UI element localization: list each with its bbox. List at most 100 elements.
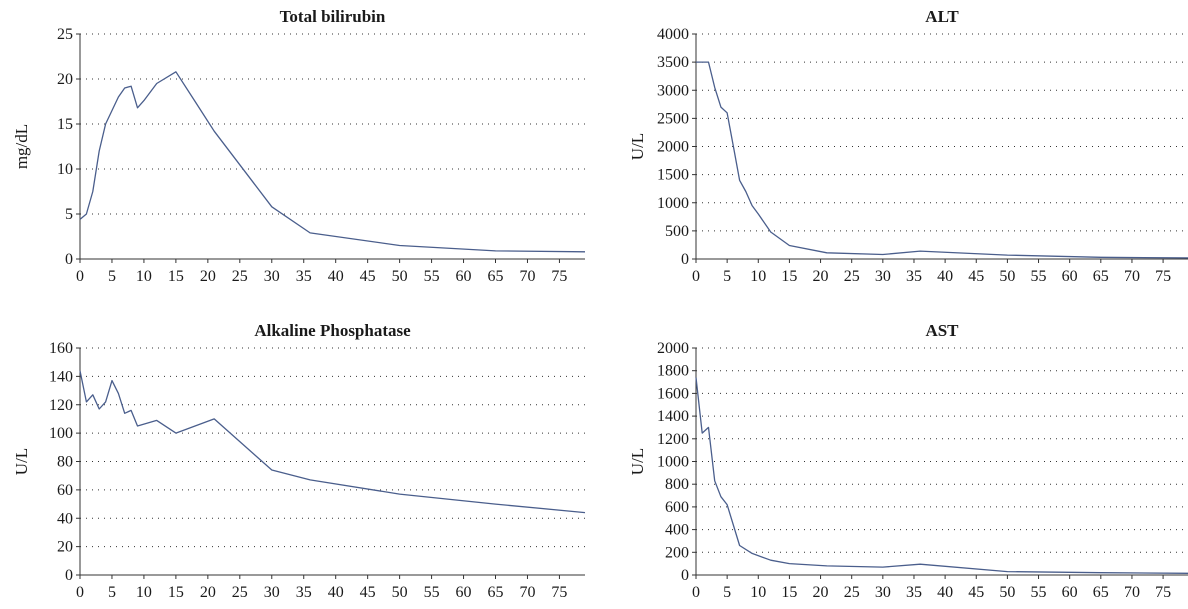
- alt-x-tick-label: 15: [781, 268, 797, 285]
- alt-y-tick-label: 1000: [657, 195, 689, 212]
- alp-y-tick-label: 60: [57, 482, 73, 499]
- alt-x-tick-label: 25: [844, 268, 860, 285]
- alt-x-tick-label: 30: [875, 268, 891, 285]
- bilirubin-x-tick-label: 30: [264, 268, 280, 285]
- alt-x-tick-label: 5: [723, 268, 731, 285]
- bilirubin-x-tick-label: 60: [456, 268, 472, 285]
- alp-x-tick-label: 45: [360, 584, 376, 601]
- bilirubin-y-tick-label: 5: [65, 206, 73, 223]
- alp-y-axis-label: U/L: [12, 448, 31, 475]
- alt-y-tick-label: 1500: [657, 167, 689, 184]
- alp-y-tick-label: 20: [57, 539, 73, 556]
- alp-x-tick-label: 65: [488, 584, 504, 601]
- alt-chart: ALT 0 500 1000 1500 2000 2500 3000 3500 4000 0 5 10 1…: [628, 7, 1188, 285]
- bilirubin-x-tick-label: 70: [519, 268, 535, 285]
- alt-y-axis-label: U/L: [628, 133, 647, 160]
- bilirubin-y-tick-label: 10: [57, 161, 73, 178]
- ast-y-tick-label: 600: [665, 499, 689, 516]
- alt-y-tick-label: 2500: [657, 110, 689, 127]
- ast-y-tick-label: 800: [665, 476, 689, 493]
- ast-x-tick-label: 15: [781, 584, 797, 601]
- alp-series-line: [79, 370, 586, 514]
- ast-y-axis-label: U/L: [628, 448, 647, 475]
- alt-chart-title: ALT: [925, 7, 959, 26]
- alp-x-tick-label: 20: [200, 584, 216, 601]
- ast-chart: AST0200400600800100012001400160018002000…: [628, 321, 1188, 601]
- ast-x-tick-label: 30: [875, 584, 891, 601]
- ast-y-tick-label: 1800: [657, 363, 689, 380]
- ast-chart-title: AST: [925, 321, 959, 340]
- alp-x-tick-label: 15: [168, 584, 184, 601]
- ast-x-tick-label: 10: [750, 584, 766, 601]
- ast-y-tick-label: 400: [665, 522, 689, 539]
- alt-x-tick-label: 50: [999, 268, 1015, 285]
- bilirubin-x-tick-label: 10: [136, 268, 152, 285]
- bilirubin-chart: Total bilirubin 0 5 10 15 20 25 0 5 10 15 20 25 30 35 4…: [12, 7, 586, 285]
- alt-x-tick-label: 40: [937, 268, 953, 285]
- bilirubin-x-tick-label: 50: [392, 268, 408, 285]
- alp-x-tick-label: 30: [264, 584, 280, 601]
- alt-x-tick-label: 70: [1124, 268, 1140, 285]
- ast-x-tick-label: 75: [1155, 584, 1171, 601]
- ast-y-tick-label: 200: [665, 544, 689, 561]
- bilirubin-x-tick-label: 20: [200, 268, 216, 285]
- ast-y-tick-label: 2000: [657, 340, 689, 357]
- alp-x-tick-label: 70: [519, 584, 535, 601]
- ast-y-tick-label: 1400: [657, 408, 689, 425]
- alt-y-tick-label: 3000: [657, 82, 689, 99]
- bilirubin-x-tick-label: 65: [488, 268, 504, 285]
- alp-chart-title: Alkaline Phosphatase: [254, 321, 411, 340]
- bilirubin-x-tick-label: 75: [551, 268, 567, 285]
- bilirubin-x-tick-label: 0: [76, 268, 84, 285]
- alp-y-tick-label: 120: [49, 397, 73, 414]
- bilirubin-y-tick-label: 20: [57, 71, 73, 88]
- alt-y-tick-label: 2000: [657, 139, 689, 156]
- alt-series-line: [696, 61, 1188, 259]
- alt-x-tick-label: 75: [1155, 268, 1171, 285]
- alp-x-tick-label: 25: [232, 584, 248, 601]
- bilirubin-x-tick-label: 25: [232, 268, 248, 285]
- alt-y-tick-label: 4000: [657, 26, 689, 43]
- alt-x-tick-label: 60: [1062, 268, 1078, 285]
- ast-x-tick-label: 70: [1124, 584, 1140, 601]
- alp-y-tick-label: 140: [49, 368, 73, 385]
- bilirubin-y-tick-label: 0: [65, 251, 73, 268]
- ast-x-tick-label: 20: [813, 584, 829, 601]
- ast-y-tick-label: 0: [681, 567, 689, 584]
- ast-y-tick-label: 1600: [657, 385, 689, 402]
- ast-x-tick-label: 5: [723, 584, 731, 601]
- alp-x-tick-label: 55: [424, 584, 440, 601]
- ast-x-tick-label: 0: [692, 584, 700, 601]
- bilirubin-y-tick-label: 15: [57, 116, 73, 133]
- alp-y-tick-label: 160: [49, 340, 73, 357]
- bilirubin-y-axis-label: mg/dL: [12, 124, 31, 169]
- bilirubin-chart-title: Total bilirubin: [280, 7, 386, 26]
- ast-x-tick-label: 25: [844, 584, 860, 601]
- ast-x-tick-label: 50: [999, 584, 1015, 601]
- alt-x-tick-label: 65: [1093, 268, 1109, 285]
- alp-x-tick-label: 35: [296, 584, 312, 601]
- ast-x-tick-label: 55: [1031, 584, 1047, 601]
- alt-y-tick-label: 500: [665, 223, 689, 240]
- alp-y-tick-label: 100: [49, 425, 73, 442]
- alp-x-tick-label: 50: [392, 584, 408, 601]
- ast-x-tick-label: 60: [1062, 584, 1078, 601]
- bilirubin-x-tick-label: 40: [328, 268, 344, 285]
- alp-x-tick-label: 5: [108, 584, 116, 601]
- ast-series-line: [695, 377, 1188, 574]
- alp-y-tick-label: 40: [57, 510, 73, 527]
- bilirubin-x-tick-label: 15: [168, 268, 184, 285]
- alt-x-tick-label: 20: [813, 268, 829, 285]
- bilirubin-y-tick-label: 25: [57, 26, 73, 43]
- alt-y-tick-label: 0: [681, 251, 689, 268]
- alt-y-tick-label: 3500: [657, 54, 689, 71]
- ast-y-tick-label: 1000: [657, 454, 689, 471]
- alp-y-tick-label: 0: [65, 567, 73, 584]
- bilirubin-x-tick-label: 55: [424, 268, 440, 285]
- ast-x-tick-label: 65: [1093, 584, 1109, 601]
- bilirubin-x-tick-label: 45: [360, 268, 376, 285]
- bilirubin-x-tick-label: 5: [108, 268, 116, 285]
- alt-x-tick-label: 0: [692, 268, 700, 285]
- ast-x-tick-label: 35: [906, 584, 922, 601]
